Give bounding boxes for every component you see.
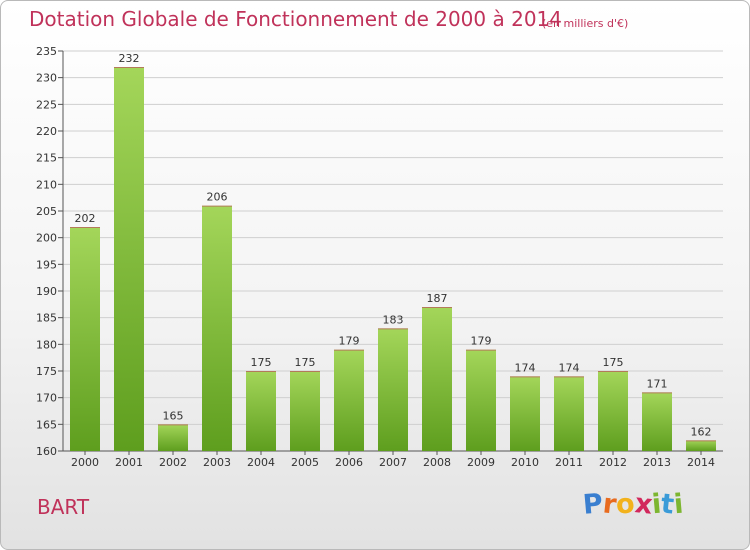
y-tick-label: 175 xyxy=(36,365,57,378)
data-label: 165 xyxy=(163,409,184,422)
x-tick-label: 2004 xyxy=(247,456,275,469)
x-tick-label: 2005 xyxy=(291,456,319,469)
x-tick-label: 2008 xyxy=(423,456,451,469)
axes: 160 165 170 175 180 185 190 195 200 205 210 215 220 2… xyxy=(36,45,723,469)
bar-2012 xyxy=(598,371,628,451)
data-labels: 202 232 165 206 175 175 179 183 187 179 174 174 175 1… xyxy=(75,52,712,438)
y-tick-label: 160 xyxy=(36,445,57,458)
bar-2009 xyxy=(466,349,496,451)
x-tick-label: 2013 xyxy=(643,456,671,469)
x-tick-label: 2014 xyxy=(687,456,715,469)
chart-title: Dotation Globale de Fonctionnement de 20… xyxy=(29,7,562,31)
x-tick-label: 2006 xyxy=(335,456,363,469)
x-tick-label: 2012 xyxy=(599,456,627,469)
bar-2000 xyxy=(70,227,100,451)
y-tick-label: 185 xyxy=(36,312,57,325)
logo-letter: i xyxy=(672,488,685,521)
x-tick-label: 2003 xyxy=(203,456,231,469)
data-label: 179 xyxy=(471,335,492,348)
y-tick-label: 165 xyxy=(36,418,57,431)
y-tick-label: 180 xyxy=(36,338,57,351)
commune-name: BART xyxy=(37,495,90,519)
bar-2001 xyxy=(114,67,144,451)
data-label: 202 xyxy=(75,212,96,225)
y-tick-label: 225 xyxy=(36,98,57,111)
y-tick-label: 200 xyxy=(36,232,57,245)
bar-2005 xyxy=(290,371,320,451)
x-tick-label: 2000 xyxy=(71,456,99,469)
bar-2007 xyxy=(378,328,408,451)
data-label: 206 xyxy=(207,191,228,204)
data-label: 174 xyxy=(559,361,580,374)
x-tick-label: 2009 xyxy=(467,456,495,469)
y-tick-label: 190 xyxy=(36,285,57,298)
y-tick-label: 235 xyxy=(36,45,57,58)
bar-2011 xyxy=(554,376,584,451)
bar-2013 xyxy=(642,392,672,451)
data-label: 171 xyxy=(647,377,668,390)
y-tick-label: 170 xyxy=(36,392,57,405)
bar-2002 xyxy=(158,424,188,451)
data-label: 162 xyxy=(691,425,712,438)
bars xyxy=(70,67,716,451)
data-label: 179 xyxy=(339,335,360,348)
data-label: 175 xyxy=(251,356,272,369)
proxiti-logo[interactable]: Proxiti xyxy=(582,488,685,521)
bar-2008 xyxy=(422,307,452,451)
bar-2004 xyxy=(246,371,276,451)
x-tick-label: 2002 xyxy=(159,456,187,469)
bar-2014 xyxy=(686,440,716,451)
x-tick-label: 2011 xyxy=(555,456,583,469)
y-tick-label: 220 xyxy=(36,125,57,138)
x-tick-label: 2007 xyxy=(379,456,407,469)
bar-2010 xyxy=(510,376,540,451)
y-tick-label: 230 xyxy=(36,72,57,85)
data-label: 175 xyxy=(603,356,624,369)
y-tick-label: 205 xyxy=(36,205,57,218)
y-tick-label: 210 xyxy=(36,178,57,191)
bar-2006 xyxy=(334,349,364,451)
y-tick-label: 215 xyxy=(36,152,57,165)
chart-unit-note: (en milliers d'€) xyxy=(542,17,629,30)
x-tick-label: 2001 xyxy=(115,456,143,469)
data-label: 232 xyxy=(119,52,140,65)
data-label: 183 xyxy=(383,313,404,326)
bar-2003 xyxy=(202,205,232,451)
x-tick-label: 2010 xyxy=(511,456,539,469)
data-label: 174 xyxy=(515,361,536,374)
y-tick-label: 195 xyxy=(36,258,57,271)
data-label: 187 xyxy=(427,292,448,305)
data-label: 175 xyxy=(295,356,316,369)
